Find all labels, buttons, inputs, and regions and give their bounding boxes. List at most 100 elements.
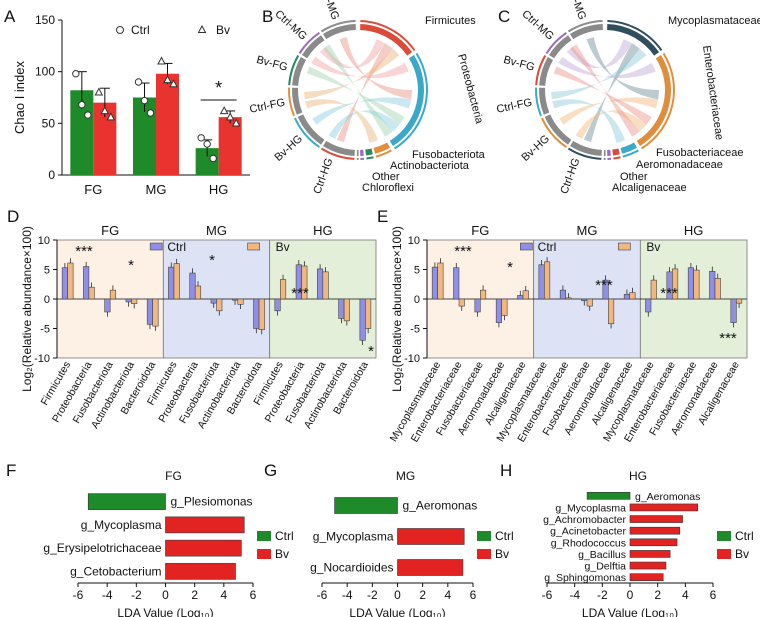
legend-label-bv: Bv — [646, 240, 660, 254]
sample-arc — [549, 35, 572, 59]
sample-outer-arc — [535, 87, 542, 117]
lda-bar-g_achromobacter — [629, 515, 683, 523]
x-tick-label: -4 — [569, 588, 580, 602]
sample-outer-arc — [320, 147, 355, 160]
significance-star: * — [507, 259, 513, 276]
lda-bar-g_aeromonas — [334, 497, 398, 514]
bar-ctrl — [431, 266, 438, 300]
legend-swatch-ctrl — [477, 531, 491, 541]
bar-bv — [458, 298, 465, 307]
lda-label: g_Cetobacterium — [70, 564, 161, 578]
x-axis-title: LDA Value (Log₁₀) — [349, 606, 445, 617]
bar-ctrl — [730, 298, 737, 323]
y-tick-label: -10 — [404, 353, 420, 365]
bar-ctrl — [274, 298, 281, 312]
group-title-hg: HG — [313, 223, 333, 238]
legend-label-ctrl: Ctrl — [495, 529, 514, 543]
lda-bar-g_bacillus — [629, 550, 671, 558]
taxa-arc — [389, 55, 425, 146]
x-tick-label: 4 — [682, 588, 689, 602]
data-point — [106, 112, 116, 121]
bar-bv — [629, 292, 636, 300]
legend-swatch-bv — [618, 242, 631, 251]
chord-link — [339, 37, 412, 100]
bar-bv — [343, 298, 350, 322]
y-tick-label: 0 — [44, 294, 50, 306]
significance-star: *** — [660, 285, 678, 302]
y-tick-label: 5 — [414, 265, 420, 277]
bar-bv — [152, 298, 159, 327]
sample-outer-arc — [320, 20, 356, 33]
panel-letter: H — [500, 461, 512, 480]
bar-ctrl — [146, 298, 153, 325]
sample-arc — [323, 140, 355, 156]
bar-bv — [586, 298, 593, 307]
bar-bv-mg — [156, 73, 179, 175]
sample-label: Ctrl-FG — [495, 97, 533, 116]
x-tick-label: 2 — [419, 588, 426, 602]
sample-outer-arc — [567, 20, 603, 33]
x-tick-label: 0 — [162, 588, 169, 602]
lda-label: g_Aeromonas — [635, 491, 700, 503]
x-tick-label: HG — [209, 182, 229, 197]
sample-arc — [570, 140, 602, 156]
x-tick-label: 4 — [220, 588, 227, 602]
lda-label: g_Erysipelotrichaceae — [43, 541, 161, 555]
sample-label: Ctrl-FG — [248, 97, 286, 116]
panel-f: F FG -6 -4 -2 0 2 4 6 LDA Value (Log₁₀) g_Plesiomo… — [6, 461, 294, 617]
sample-outer-arc — [541, 117, 567, 149]
bar-bv — [650, 279, 657, 300]
data-point — [231, 118, 241, 127]
taxa-label-aeromonadaceae: Aeromonadaceae — [636, 159, 723, 171]
taxa-outer-arc — [613, 156, 621, 160]
sample-arc — [570, 24, 603, 40]
x-tick-label: 4 — [444, 588, 451, 602]
x-tick-label: MG — [146, 182, 167, 197]
data-point — [203, 140, 211, 148]
group-title-mg: MG — [577, 223, 598, 238]
sample-label: Ctrl-MG — [272, 8, 309, 43]
chord-link — [570, 44, 640, 137]
taxa-label-actinobacteriota: Actinobacteriota — [390, 160, 470, 172]
bar-bv — [480, 289, 487, 300]
bar-ctrl — [210, 298, 217, 304]
bar-ctrl — [538, 264, 545, 300]
bar-ctrl-mg — [133, 97, 156, 175]
data-point — [134, 78, 143, 86]
x-tick-label: -2 — [597, 588, 608, 602]
sample-arc — [539, 57, 554, 86]
panel-letter: C — [498, 7, 510, 26]
lda-label: g_Rhodococcus — [551, 537, 626, 549]
sample-label: Bv-MG — [318, 0, 341, 21]
sample-label: Ctrl-HG — [558, 156, 582, 195]
x-axis-title: LDA Value (Log₁₀) — [117, 606, 213, 617]
taxa-arc — [636, 55, 672, 146]
panel-a: A Chao I index 0 50 100 150 FG MG HG * Ctrl Bv — [4, 7, 250, 197]
y-tick-label: 50 — [42, 116, 56, 130]
data-point — [72, 70, 80, 78]
y-axis-title: Log₂(Relative abundance×100) — [390, 226, 404, 392]
lda-bar-g_rhodococcus — [629, 538, 678, 547]
panel-letter: A — [4, 7, 16, 26]
sample-outer-arc — [298, 31, 320, 54]
sample-outer-arc — [567, 147, 602, 160]
lda-bar-g_acinetobacter — [629, 526, 681, 535]
chord-link — [583, 43, 640, 143]
chord-link — [552, 99, 626, 143]
lda-bar-g_sphingomonas — [629, 573, 664, 581]
legend-label-ctrl: Ctrl — [167, 240, 186, 254]
significance-star: *** — [454, 243, 472, 260]
legend-swatch-ctrl — [520, 242, 533, 251]
sample-label: Bv-FG — [255, 54, 289, 74]
x-tick-label: -4 — [342, 588, 353, 602]
lda-label: g_Achromobacter — [543, 514, 626, 526]
taxa-label-fusobacteriaceae: Fusobacteriaceae — [656, 147, 743, 159]
legend-swatch-ctrl — [717, 531, 731, 541]
taxa-label-proteobacteria: Proteobacteria — [455, 53, 485, 126]
chord-link — [312, 97, 412, 125]
x-axis-title: LDA Value (Log₁₀) — [582, 606, 678, 617]
legend-swatch-bv — [257, 549, 271, 559]
